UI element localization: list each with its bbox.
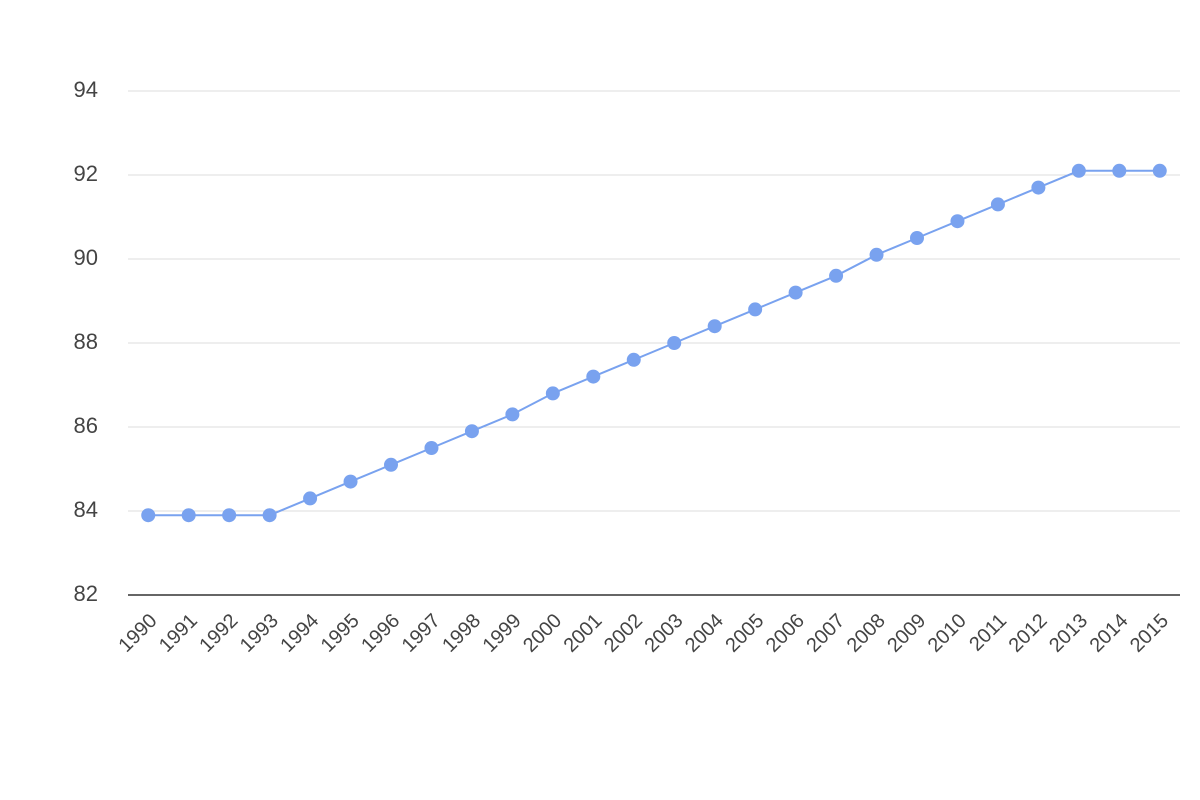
- x-tick-label: 2001: [560, 610, 607, 657]
- y-tick-label: 90: [74, 245, 98, 270]
- point: [262, 508, 277, 523]
- point: [384, 457, 398, 472]
- point: [464, 424, 479, 439]
- point: [869, 247, 884, 262]
- x-tick-label: 2010: [924, 610, 971, 657]
- y-tick-label: 92: [74, 161, 98, 186]
- point: [990, 197, 1005, 212]
- point: [1152, 163, 1167, 178]
- x-tick-label: 2002: [600, 610, 647, 657]
- y-tick-label: 88: [74, 329, 98, 354]
- point: [222, 508, 237, 523]
- y-tick-label: 82: [74, 581, 98, 606]
- point: [1031, 180, 1046, 195]
- point: [424, 441, 439, 455]
- x-tick-label: 1991: [155, 610, 202, 657]
- x-tick-label: 2011: [965, 610, 1011, 656]
- line: [148, 169, 1160, 517]
- x-tick-label: 2012: [1005, 610, 1052, 657]
- point: [626, 352, 641, 367]
- point: [910, 231, 924, 245]
- x-tick-label: 2007: [802, 610, 849, 657]
- x-tick-label: 2005: [721, 610, 768, 657]
- x-tick-label: 2003: [640, 610, 687, 657]
- x-tick-label: 2000: [519, 610, 566, 657]
- x-tick-label: 1993: [236, 610, 283, 657]
- x-tick-label: 1999: [479, 610, 526, 657]
- point: [950, 214, 965, 229]
- point: [303, 491, 318, 506]
- point: [545, 386, 560, 401]
- point: [707, 319, 722, 334]
- point: [1071, 163, 1086, 178]
- x-tick-label: 1990: [114, 610, 161, 657]
- point: [788, 285, 803, 300]
- y-tick-label: 86: [74, 413, 98, 438]
- x-tick-label: 1998: [438, 610, 485, 657]
- x-tick-label: 1994: [276, 610, 323, 657]
- x-tick-label: 1992: [195, 610, 242, 657]
- x-tick-label: 2008: [843, 610, 890, 657]
- x-tick-label: 2004: [681, 610, 728, 657]
- point: [748, 302, 763, 317]
- point: [141, 508, 156, 523]
- x-tick-label: 2013: [1045, 610, 1092, 657]
- x-tick-label: 1996: [357, 610, 404, 657]
- point: [181, 508, 196, 523]
- point: [829, 268, 844, 283]
- point: [667, 336, 682, 350]
- point: [586, 369, 601, 384]
- point: [343, 474, 358, 489]
- x-tick-label: 2015: [1126, 610, 1173, 657]
- x-tick-label: 1995: [317, 610, 364, 657]
- x-tick-label: 2009: [883, 610, 930, 657]
- point: [1112, 163, 1127, 178]
- y-tick-label: 84: [74, 497, 98, 522]
- point: [505, 407, 520, 422]
- x-tick-label: 1997: [398, 610, 445, 657]
- x-tick-label: 2006: [762, 610, 809, 657]
- y-tick-label: 94: [74, 77, 98, 102]
- x-tick-label: 2014: [1086, 610, 1133, 657]
